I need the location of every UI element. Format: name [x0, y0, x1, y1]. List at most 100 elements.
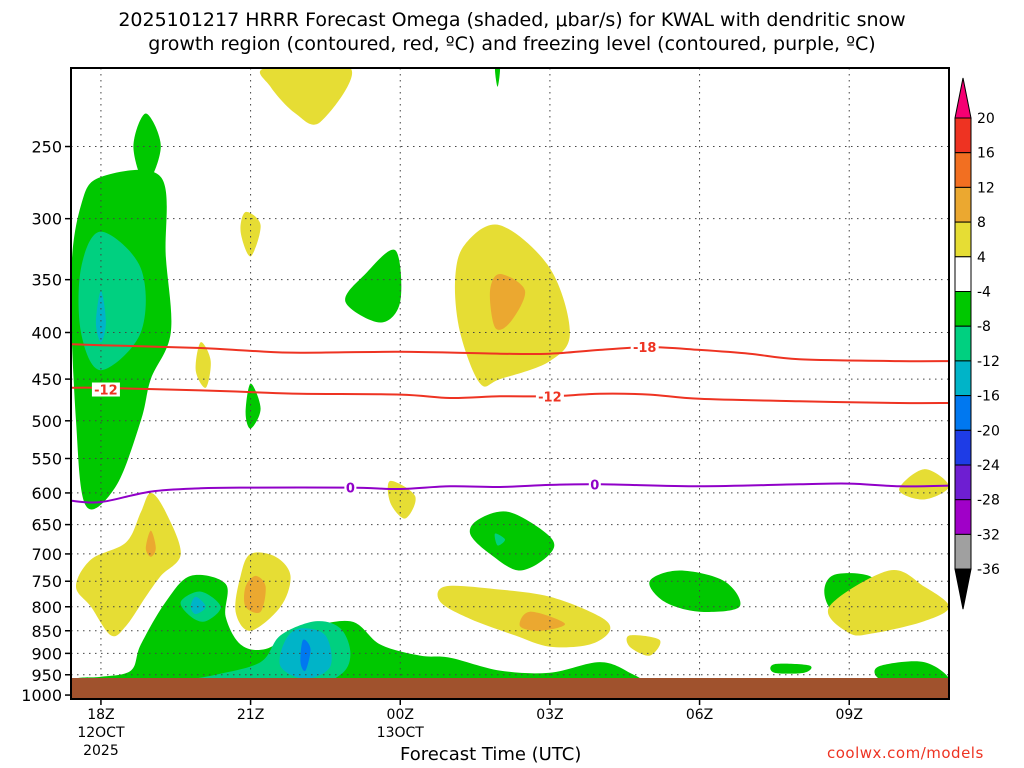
omega-region-24 [626, 635, 661, 656]
y-tick-label-950: 950 [31, 666, 62, 685]
colorbar-box-1 [954, 152, 972, 188]
y-tick-label-650: 650 [31, 516, 62, 535]
colorbar-box-0 [954, 117, 972, 154]
colorbar-top-arrow [954, 77, 972, 119]
colorbar-label-7: -12 [977, 354, 1000, 370]
colorbar-box-5 [954, 291, 972, 327]
x-tick-label-03Z: 03Z [536, 707, 563, 723]
omega-shaded-regions [71, 68, 949, 695]
contour-label-0: -12 [94, 384, 118, 399]
x-axis-label: Forecast Time (UTC) [400, 744, 582, 765]
colorbar-box-9 [954, 429, 972, 466]
colorbar-label-0: 20 [977, 111, 995, 127]
x-tick-label-18Z: 18Z [87, 707, 114, 723]
omega-region-20 [494, 533, 506, 546]
y-tick-label-750: 750 [31, 572, 62, 591]
colorbar-label-6: -8 [977, 319, 991, 335]
colorbar-label-10: -24 [977, 458, 1000, 474]
x-tick-label-21Z: 21Z [237, 707, 264, 723]
omega-region-21 [649, 570, 741, 612]
y-tick-label-300: 300 [31, 210, 62, 229]
omega-region-10 [245, 383, 261, 429]
temperature-contours: -12 -18 -12 0 0 [71, 340, 949, 504]
omega-region-16 [145, 530, 156, 557]
colorbar-label-1: 16 [977, 146, 995, 162]
x-tick-label-06Z: 06Z [686, 707, 713, 723]
omega-region-32 [770, 663, 812, 674]
y-tick-label-850: 850 [31, 622, 62, 641]
colorbar-box-11 [954, 499, 972, 535]
contour--12-1 [71, 386, 949, 405]
omega-region-15 [76, 492, 181, 637]
omega-region-3 [95, 290, 106, 343]
omega-region-11 [387, 480, 416, 519]
colorbar-bottom-arrow [954, 568, 972, 610]
omega-region-4 [260, 68, 353, 125]
colorbar-label-13: -36 [977, 562, 1000, 578]
colorbar-box-7 [954, 360, 972, 397]
y-tick-label-900: 900 [31, 644, 62, 663]
omega-region-34 [494, 68, 501, 87]
y-tick-label-700: 700 [31, 545, 62, 564]
contour-label-1: -18 [633, 341, 657, 356]
y-tick-label-550: 550 [31, 450, 62, 469]
plot-frame [70, 67, 950, 700]
colorbar-label-8: -16 [977, 389, 1000, 405]
x-tick-label-09Z: 09Z [836, 707, 863, 723]
omega-region-8 [489, 274, 526, 330]
colorbar-label-11: -28 [977, 493, 1000, 509]
y-tick-label-400: 400 [31, 323, 62, 342]
contour-label-bg-3 [344, 480, 357, 495]
omega-region-13 [827, 569, 949, 636]
y-tick-label-350: 350 [31, 271, 62, 290]
colorbar-box-4 [954, 256, 972, 292]
x-axis: 18Z 12OCT 2025 21Z 00Z 13OCT 03Z 06Z 09Z [77, 699, 863, 759]
contour-label-bg-1 [630, 340, 659, 355]
x-tick-label-00Z: 00Z [387, 707, 414, 723]
contour-label-bg-0 [91, 382, 120, 397]
colorbar-label-2: 12 [977, 180, 995, 196]
colorbar-box-8 [954, 395, 972, 431]
omega-region-19 [469, 511, 555, 571]
colorbar-label-3: 8 [977, 215, 986, 231]
omega-region-5 [240, 211, 261, 257]
colorbar-label-5: -4 [977, 285, 991, 301]
contour-label-4: 0 [590, 478, 599, 493]
omega-region-14 [899, 469, 949, 500]
y-tick-label-800: 800 [31, 598, 62, 617]
colorbar-label-4: 4 [977, 250, 986, 266]
x-tick-year-18Z: 2025 [83, 743, 119, 759]
colorbar-box-2 [954, 186, 972, 223]
colorbar-label-12: -32 [977, 527, 1000, 543]
contour-label-bg-2 [535, 389, 564, 404]
contour-label-3: 0 [346, 482, 355, 497]
chart-title: 2025101217 HRRR Forecast Omega (shaded, … [0, 8, 1024, 56]
colorbar-box-6 [954, 325, 972, 362]
x-tick-date-00Z: 13OCT [377, 725, 425, 741]
omega-region-31 [300, 639, 311, 672]
omega-region-1 [133, 113, 161, 185]
omega-region-27 [190, 596, 206, 615]
contour-label-bg-4 [588, 477, 601, 492]
colorbar-label-9: -20 [977, 423, 1000, 439]
colorbar-box-10 [954, 464, 972, 501]
site-credit: coolwx.com/models [827, 744, 984, 762]
chart-title-line1: 2025101217 HRRR Forecast Omega (shaded, … [118, 9, 906, 31]
omega-region-2 [78, 231, 146, 371]
omega-region-18 [244, 575, 266, 613]
gridlines [71, 68, 949, 699]
y-axis: 250 300 350 400 450 500 550 600 650 700 750 800 850 9… [21, 138, 71, 705]
ground-bar [71, 678, 949, 699]
y-tick-label-1000: 1000 [21, 686, 62, 705]
y-tick-label-450: 450 [31, 370, 62, 389]
colorbar-box-3 [954, 221, 972, 258]
omega-region-9 [195, 342, 211, 388]
colorbar: 20 16 12 8 4 -4 -8 -12 -16 -20 -24 -28 -32 -36 [954, 77, 1000, 610]
y-tick-label-500: 500 [31, 412, 62, 431]
x-tick-date-18Z: 12OCT [77, 725, 125, 741]
y-tick-label-250: 250 [31, 138, 62, 157]
contour-label-2: -12 [538, 390, 562, 405]
y-tick-label-600: 600 [31, 484, 62, 503]
omega-region-23 [519, 611, 565, 631]
